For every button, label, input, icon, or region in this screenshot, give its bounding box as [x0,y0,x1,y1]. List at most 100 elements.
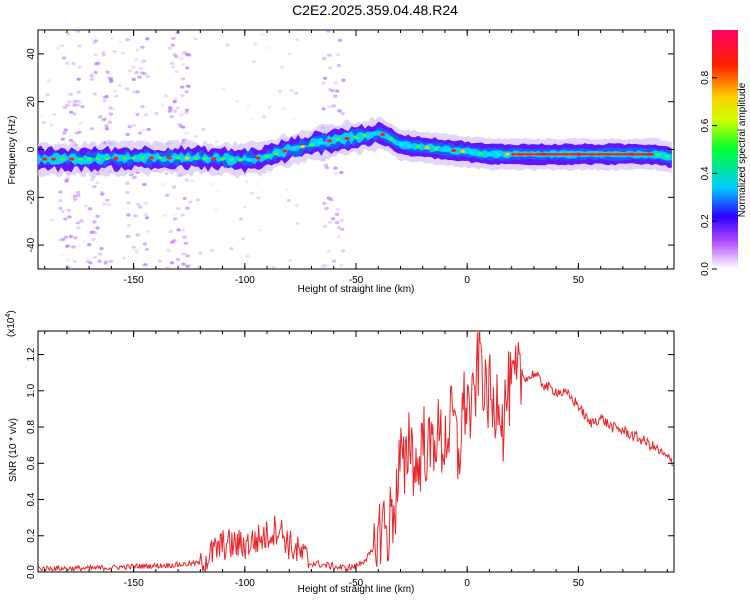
spectrogram-ytick-label: 0 [26,146,37,152]
spectrogram-noise [181,262,186,266]
spectrogram-noise [174,70,179,74]
spectrogram-noise [140,105,145,109]
spectrogram-noise [75,30,81,33]
spectrogram-noise [176,228,181,232]
colorbar-tick-label: 0.4 [700,166,711,180]
spectrogram-noise [88,261,93,265]
spectrogram-noise [175,257,181,262]
spectrogram-noise [326,30,331,33]
spectrogram-noise [322,56,327,61]
spectrogram-ytick-label: -40 [26,237,37,252]
spectrogram-peak [68,157,74,161]
spectrogram-noise [172,109,178,113]
spectrogram-peak [113,156,119,160]
spectrogram-noise [167,46,172,50]
spectrogram-noise [251,60,256,64]
spectrogram-noise [337,109,342,113]
spectrogram-xtick-label: -100 [235,275,255,286]
spectrogram-noise [63,235,69,239]
spectrogram-noise [335,53,341,57]
spectrogram-noise [68,110,74,114]
spectrogram-noise [337,38,343,42]
snr-xtick-label: 0 [464,578,470,589]
spectrogram-noise [185,66,190,70]
spectrogram-noise [323,163,329,167]
spectrogram-peak [273,152,279,156]
spectrogram-noise [258,228,263,232]
spectrogram-noise [334,171,339,176]
spectrogram-noise [57,141,62,145]
spectrogram-ridge-band [38,130,672,166]
spectrogram-noise [65,244,70,248]
spectrogram-noise [90,177,95,181]
colorbar-tick-label: 0.2 [700,214,711,228]
spectrogram-noise [279,65,284,69]
colorbar: 0.0 0.2 0.4 0.6 0.8 Normalized spectral ampl… [700,30,748,276]
spectrogram-noise [185,264,190,268]
spectrogram-noise [89,127,94,131]
spectrogram-noise [65,179,70,183]
spectrogram-xtick-label: -50 [349,275,364,286]
spectrogram-noise [71,245,76,249]
spectrogram-noise [235,100,240,104]
spectrogram-noise [260,32,265,36]
spectrogram-noise [118,40,123,44]
spectrogram-axes: -150 -100 -50 0 50 -40 -20 0 20 40 [26,30,674,286]
spectrogram-noise [216,189,221,193]
spectrogram-noise [240,237,245,241]
spectrogram-noise [124,87,130,91]
snr-xtick-label: 50 [573,578,585,589]
spectrogram-noise [254,41,259,45]
spectrogram-noise [196,198,201,202]
spectrogram-noise [100,50,106,55]
spectrogram-noise [294,91,299,95]
spectrogram-noise [267,105,272,109]
spectrogram-noise [72,194,78,198]
spectrogram-peak [308,143,315,147]
snr-scale-suffix: ) [6,310,17,313]
spectrogram-noise [96,61,101,65]
snr-scale-exponent: 4 [5,314,12,318]
colorbar-ticks: 0.0 0.2 0.4 0.6 0.8 [700,70,717,276]
spectrogram-peak [486,152,493,156]
spectrogram-noise [89,77,95,81]
spectrogram-noise [172,100,177,104]
spectrogram-peak [184,156,190,160]
spectrogram-noise [80,105,85,109]
spectrogram-noise [334,220,340,225]
spectrogram-noise [193,135,198,139]
spectrogram-noise [339,170,344,175]
snr-scale-label: (x104) [5,310,17,337]
spectrogram-noise [72,197,78,201]
spectrogram-peak [424,145,430,150]
spectrogram-noise [184,108,190,112]
spectrogram-noise [254,182,259,186]
spectrogram-noise [271,265,276,269]
spectrogram-noise [170,43,175,47]
spectrogram-noise [102,117,107,121]
spectrogram-noise [105,70,110,74]
spectrogram-noise [108,121,113,125]
spectrogram-noise [66,100,72,104]
spectrogram-peak [388,137,395,141]
spectrogram-noise [145,37,150,41]
spectrogram-noise [65,32,71,36]
spectrogram-noise [288,258,293,262]
colorbar-tick-label: 0.0 [700,262,711,276]
spectrogram-noise [174,54,179,59]
spectrogram-noise [131,175,137,180]
spectrogram-noise [76,100,82,104]
spectrogram-peak [175,156,181,160]
spectrogram-noise [291,117,296,121]
spectrogram-noise [108,79,114,83]
spectrogram-noise [144,247,150,252]
spectrogram-noise [160,104,165,108]
spectrogram-noise [77,65,82,69]
spectrogram-noise [142,242,148,246]
spectrogram-noise [109,37,114,41]
svg-text:(x104): (x104) [5,310,17,337]
snr-xtick-label: -150 [124,578,144,589]
spectrogram-peak [300,145,306,149]
spectrogram-noise [98,115,103,119]
spectrogram-peak [397,143,404,147]
